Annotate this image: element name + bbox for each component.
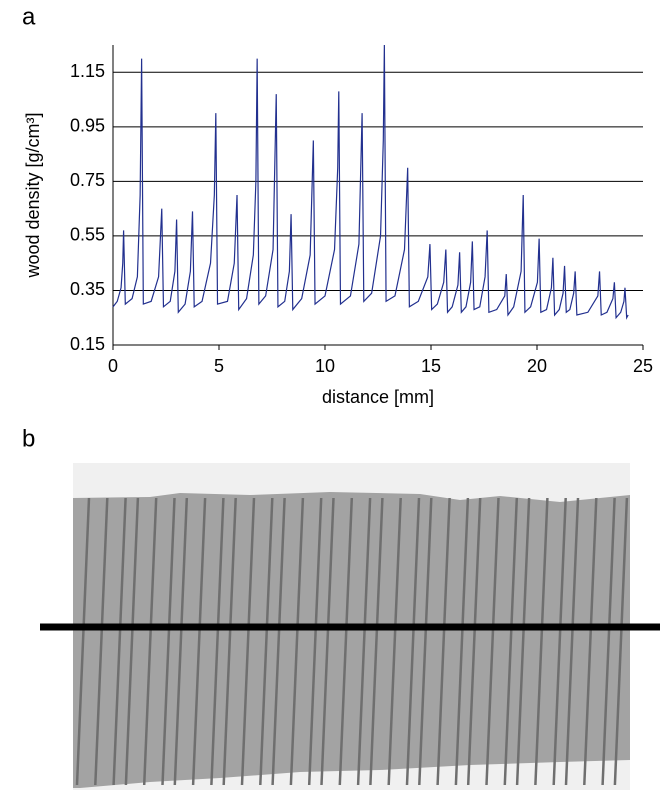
ring xyxy=(503,497,519,786)
panel-label: b xyxy=(22,425,35,452)
density-line xyxy=(112,44,629,320)
ring xyxy=(191,497,207,786)
ring xyxy=(418,497,433,786)
ring xyxy=(338,497,354,786)
y-tick-label: 0.75 xyxy=(70,170,105,190)
x-tick-label: 25 xyxy=(633,356,653,376)
wood-image xyxy=(40,463,660,790)
y-tick-label: 1.15 xyxy=(70,61,105,81)
wood-sample xyxy=(73,492,630,788)
ring xyxy=(466,497,482,786)
x-tick-label: 10 xyxy=(315,356,335,376)
ring xyxy=(356,497,372,786)
ring xyxy=(454,497,470,786)
ring xyxy=(564,497,580,786)
ring xyxy=(307,497,323,786)
ring xyxy=(534,497,549,786)
ring xyxy=(259,497,274,786)
x-tick-label: 15 xyxy=(421,356,441,376)
ring xyxy=(601,497,616,786)
ring xyxy=(173,497,189,786)
ring xyxy=(240,497,256,786)
ring-lines xyxy=(75,497,629,786)
ring xyxy=(124,497,140,786)
ring xyxy=(436,497,451,786)
ring xyxy=(161,497,176,786)
ring xyxy=(94,497,109,786)
x-tick-label: 0 xyxy=(108,356,118,376)
ring xyxy=(369,497,384,786)
ring xyxy=(485,497,500,786)
ring xyxy=(271,497,286,786)
ring xyxy=(289,497,305,786)
y-tick-label: 0.95 xyxy=(70,116,105,136)
ring xyxy=(613,497,629,786)
ring xyxy=(583,497,598,786)
ring xyxy=(320,497,335,786)
ring xyxy=(112,497,127,786)
x-tick-label: 20 xyxy=(527,356,547,376)
x-axis-label: distance [mm] xyxy=(322,387,434,407)
panel-label: a xyxy=(22,3,36,30)
y-axis-label: wood density [g/cm³] xyxy=(23,112,43,278)
ring xyxy=(552,497,567,786)
ring xyxy=(142,497,158,786)
ring xyxy=(515,497,531,786)
y-tick-label: 0.35 xyxy=(70,279,105,299)
ring xyxy=(387,497,402,786)
ring xyxy=(222,497,237,786)
y-tick-label: 0.15 xyxy=(70,334,105,354)
x-tick-label: 5 xyxy=(214,356,224,376)
ring xyxy=(405,497,421,786)
ring xyxy=(75,497,91,786)
ring xyxy=(210,497,225,786)
y-tick-label: 0.55 xyxy=(70,225,105,245)
